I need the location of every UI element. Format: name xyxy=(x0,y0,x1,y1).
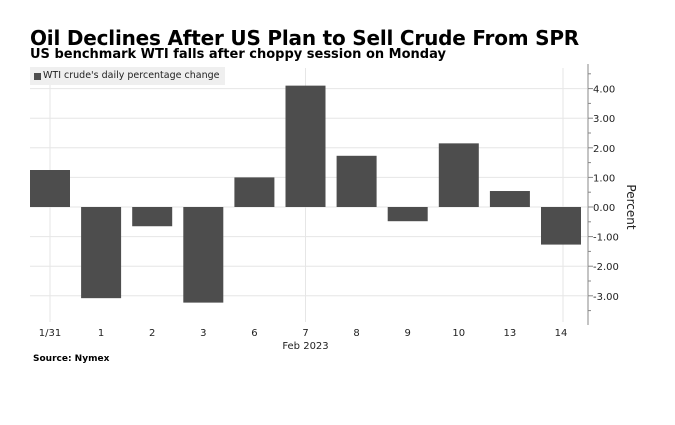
x-tick-label: 1/31 xyxy=(39,328,61,339)
legend-label: WTI crude's daily percentage change xyxy=(43,70,220,81)
chart-title: Oil Declines After US Plan to Sell Crude… xyxy=(30,26,580,50)
x-axis-label: Feb 2023 xyxy=(282,341,328,352)
x-tick-label: 8 xyxy=(353,328,359,339)
bar-6 xyxy=(234,177,275,207)
y-tick-label: 4.00 xyxy=(593,85,615,96)
y-tick-label: 3.00 xyxy=(593,114,615,125)
x-tick-label: 2 xyxy=(149,328,155,339)
x-tick-label: 14 xyxy=(555,328,568,339)
x-tick-label: 7 xyxy=(302,328,308,339)
y-tick-label: -3.00 xyxy=(593,292,619,303)
legend-swatch-icon xyxy=(34,72,41,80)
bar-8 xyxy=(336,155,377,207)
bar-1-31 xyxy=(30,170,70,207)
bar-9 xyxy=(387,207,428,222)
x-tick-label: 13 xyxy=(504,328,517,339)
x-tick-label: 1 xyxy=(98,328,104,339)
x-tick-label: 3 xyxy=(200,328,206,339)
bar-3 xyxy=(183,207,224,303)
legend: WTI crude's daily percentage change xyxy=(30,67,226,85)
x-tick-label: 10 xyxy=(452,328,465,339)
source-note: Source: Nymex xyxy=(33,354,110,364)
bar-2 xyxy=(132,207,173,227)
y-tick-label: 1.00 xyxy=(593,173,615,184)
bar-10 xyxy=(438,143,479,207)
y-tick-label: -2.00 xyxy=(593,262,619,273)
y-tick-label: -1.00 xyxy=(593,233,619,244)
bar-13 xyxy=(489,191,530,207)
bar-14 xyxy=(541,207,581,245)
chart-subtitle: US benchmark WTI falls after choppy sess… xyxy=(30,47,446,62)
bar-7 xyxy=(285,85,326,207)
x-tick-label: 6 xyxy=(251,328,257,339)
bar-1 xyxy=(81,207,122,299)
x-tick-label: 9 xyxy=(405,328,411,339)
y-tick-label: 2.00 xyxy=(593,144,615,155)
y-tick-label: 0.00 xyxy=(593,203,615,214)
y-axis-title: Percent xyxy=(624,184,638,229)
